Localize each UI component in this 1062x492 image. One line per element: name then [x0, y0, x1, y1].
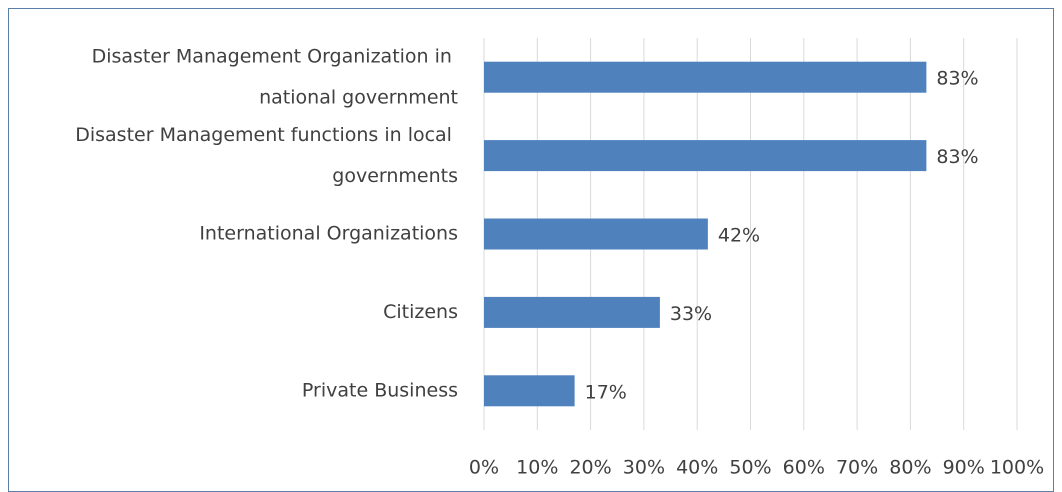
- data-label: 42%: [718, 225, 760, 247]
- x-tick-label: 70%: [836, 457, 878, 479]
- x-tick-label: 30%: [623, 457, 665, 479]
- y-tick-label: International Organizations: [199, 223, 458, 245]
- x-tick-label: 40%: [676, 457, 718, 479]
- data-label: 17%: [585, 381, 627, 403]
- x-tick-label: 10%: [516, 457, 558, 479]
- x-tick-label: 50%: [729, 457, 771, 479]
- bar: [484, 296, 660, 328]
- x-tick-label: 80%: [889, 457, 931, 479]
- data-label: 83%: [936, 146, 978, 168]
- bar: [484, 61, 927, 93]
- x-tick-label: 20%: [569, 457, 611, 479]
- bar: [484, 140, 927, 172]
- x-tick-label: 0%: [469, 457, 499, 479]
- bar: [484, 218, 708, 250]
- y-tick-label: Disaster Management functions in local g…: [75, 124, 458, 187]
- y-tick-label: Private Business: [302, 379, 458, 401]
- x-tick-label: 90%: [943, 457, 985, 479]
- data-label: 33%: [670, 303, 712, 325]
- data-label: 83%: [936, 68, 978, 90]
- bar: [484, 375, 575, 407]
- y-tick-label: Disaster Management Organization in nati…: [92, 45, 458, 108]
- x-tick-label: 60%: [783, 457, 825, 479]
- x-tick-label: 100%: [990, 457, 1044, 479]
- y-tick-label: Citizens: [383, 301, 458, 323]
